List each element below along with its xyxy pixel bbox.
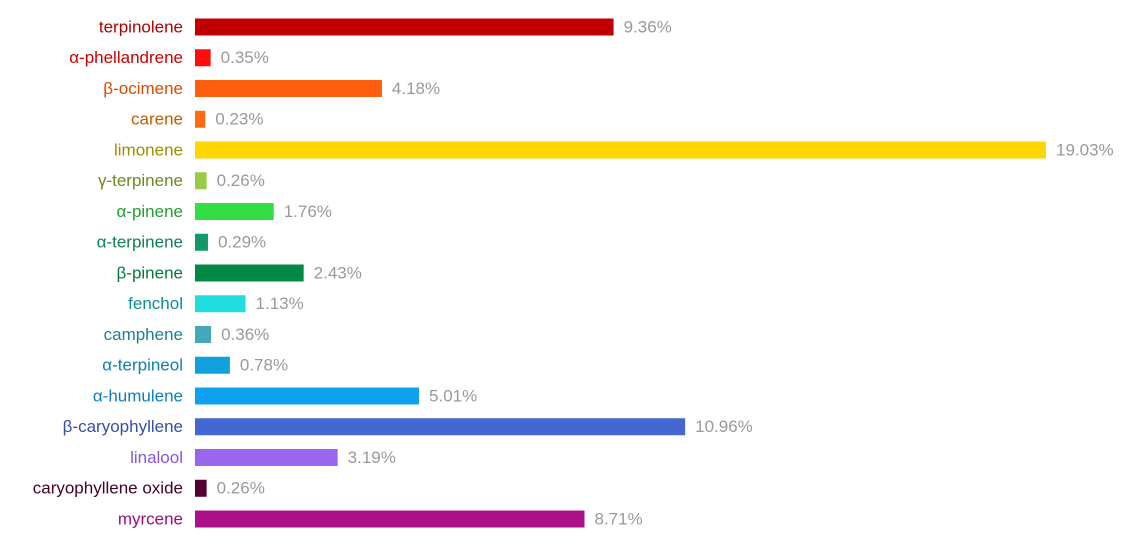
category-label: γ-terpinene [98,171,183,190]
bar [195,356,230,374]
category-label: fenchol [128,294,183,313]
value-label: 0.35% [221,48,269,67]
bar [195,233,208,251]
value-label: 0.23% [215,110,263,129]
category-label: α-humulene [93,386,183,405]
category-label: β-ocimene [103,79,183,98]
bar [195,110,206,128]
value-label: 5.01% [429,386,477,405]
value-label: 0.26% [217,479,265,498]
bar [195,418,686,436]
category-label: α-terpineol [102,356,183,375]
bar [195,449,338,466]
bar [195,326,212,343]
bar [195,141,1046,159]
value-label: 8.71% [595,509,643,528]
bar [195,172,207,190]
value-label: 10.96% [695,417,753,436]
value-label: 4.18% [392,79,440,98]
value-label: 0.36% [221,325,269,344]
category-label: camphene [104,325,183,344]
bar [195,295,246,313]
value-label: 0.78% [240,356,288,375]
value-label: 1.13% [256,294,304,313]
value-label: 9.36% [624,17,672,36]
category-label: α-pinene [116,202,183,221]
value-label: 1.76% [284,202,332,221]
value-label: 19.03% [1056,140,1114,159]
bar [195,80,382,97]
category-label: linalool [130,448,183,467]
category-label: terpinolene [99,17,183,36]
category-label: caryophyllene oxide [33,479,183,498]
value-label: 3.19% [348,448,396,467]
bar [195,203,274,220]
category-label: α-terpinene [97,233,183,252]
bar [195,18,614,36]
value-label: 2.43% [314,263,362,282]
value-label: 0.26% [217,171,265,190]
category-label: myrcene [118,509,183,528]
category-label: β-caryophyllene [63,417,183,436]
bar [195,264,304,282]
bar [195,479,207,497]
category-label: limonene [114,140,183,159]
value-label: 0.29% [218,233,266,252]
category-label: β-pinene [117,263,184,282]
category-label: α-phellandrene [69,48,183,67]
bar [195,387,420,405]
category-label: carene [131,110,183,129]
bar [195,510,585,528]
bar [195,49,211,67]
